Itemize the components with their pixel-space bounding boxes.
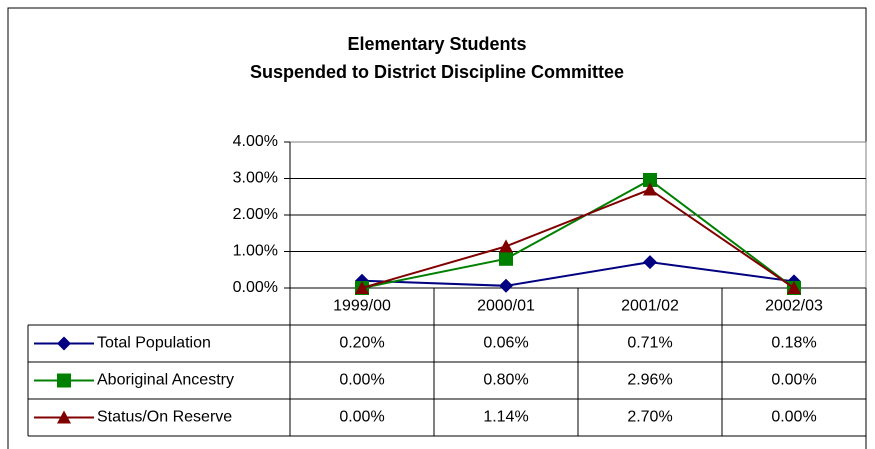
table-value: 0.80% <box>483 372 528 389</box>
y-tick-label: 2.00% <box>233 206 278 223</box>
marker <box>355 281 369 294</box>
y-tick-label: 1.00% <box>233 243 278 260</box>
chart-title: Suspended to District Discipline Committ… <box>250 62 624 82</box>
plot-border <box>290 141 867 288</box>
table-value: 2.96% <box>627 372 672 389</box>
table-value: 0.06% <box>483 335 528 352</box>
marker <box>57 373 71 388</box>
marker <box>499 278 513 293</box>
series-line <box>361 188 795 289</box>
marker <box>499 251 513 266</box>
marker <box>643 182 657 196</box>
y-tick-label: 4.00% <box>233 133 278 150</box>
marker <box>787 281 801 294</box>
x-tick-label: 2000/01 <box>477 298 535 315</box>
table-value: 0.00% <box>771 409 816 426</box>
table-value: 0.71% <box>627 335 672 352</box>
chart-title: Elementary Students <box>347 34 526 54</box>
marker <box>643 172 657 187</box>
marker <box>57 410 71 424</box>
marker <box>643 255 657 270</box>
table-value: 0.00% <box>771 372 816 389</box>
table-value: 2.70% <box>627 409 672 426</box>
legend-label: Aboriginal Ancestry <box>97 372 234 389</box>
table-value: 0.00% <box>339 372 384 389</box>
series-line <box>361 178 795 289</box>
series-line <box>361 261 795 287</box>
table-value: 0.18% <box>771 335 816 352</box>
table-value: 0.20% <box>339 335 384 352</box>
x-tick-label: 1999/00 <box>333 298 391 315</box>
table-value: 0.00% <box>339 409 384 426</box>
marker <box>57 336 71 351</box>
table-value: 1.14% <box>483 409 528 426</box>
legend-label: Total Population <box>97 335 211 352</box>
x-tick-label: 2002/03 <box>765 298 823 315</box>
marker <box>499 239 513 253</box>
legend-label: Status/On Reserve <box>97 409 232 426</box>
x-tick-label: 2001/02 <box>621 298 679 315</box>
y-tick-label: 3.00% <box>233 170 278 187</box>
y-tick-label: 0.00% <box>233 279 278 296</box>
